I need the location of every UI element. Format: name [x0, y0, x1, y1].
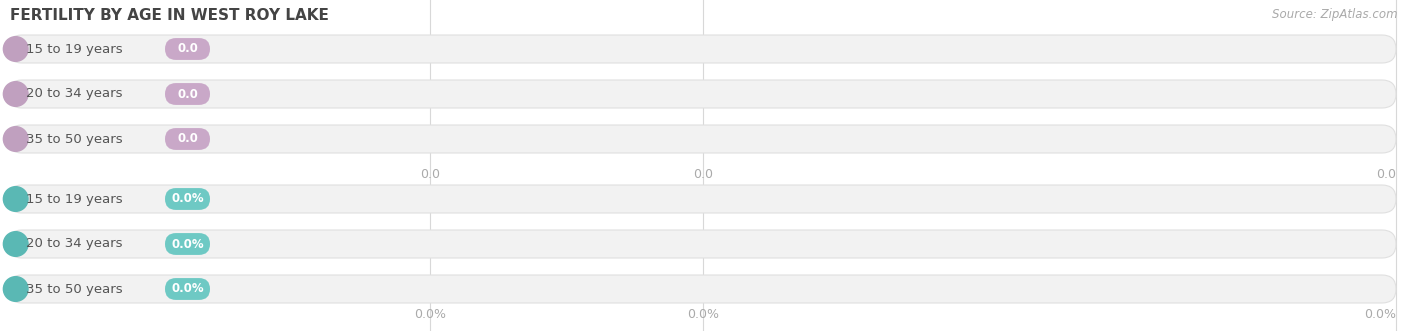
FancyBboxPatch shape: [165, 38, 209, 60]
Text: 15 to 19 years: 15 to 19 years: [27, 42, 122, 56]
Text: 0.0%: 0.0%: [172, 238, 204, 251]
Text: 0.0%: 0.0%: [688, 308, 718, 321]
Text: 0.0%: 0.0%: [172, 282, 204, 296]
Text: 35 to 50 years: 35 to 50 years: [27, 282, 122, 296]
FancyBboxPatch shape: [165, 128, 209, 150]
FancyBboxPatch shape: [8, 275, 1396, 303]
Text: Source: ZipAtlas.com: Source: ZipAtlas.com: [1272, 8, 1398, 21]
Text: 0.0%: 0.0%: [413, 308, 446, 321]
FancyBboxPatch shape: [8, 125, 1396, 153]
Text: 0.0: 0.0: [177, 87, 198, 101]
Text: 0.0: 0.0: [420, 168, 440, 181]
Text: FERTILITY BY AGE IN WEST ROY LAKE: FERTILITY BY AGE IN WEST ROY LAKE: [10, 8, 329, 23]
Circle shape: [3, 127, 28, 151]
FancyBboxPatch shape: [165, 278, 209, 300]
Circle shape: [3, 82, 28, 106]
FancyBboxPatch shape: [165, 233, 209, 255]
FancyBboxPatch shape: [165, 83, 209, 105]
FancyBboxPatch shape: [165, 188, 209, 210]
FancyBboxPatch shape: [8, 80, 1396, 108]
Circle shape: [3, 277, 28, 301]
Text: 35 to 50 years: 35 to 50 years: [27, 132, 122, 146]
Circle shape: [3, 187, 28, 211]
FancyBboxPatch shape: [8, 185, 1396, 213]
Text: 20 to 34 years: 20 to 34 years: [27, 87, 122, 101]
Text: 0.0%: 0.0%: [172, 193, 204, 206]
Text: 15 to 19 years: 15 to 19 years: [27, 193, 122, 206]
FancyBboxPatch shape: [8, 230, 1396, 258]
Text: 0.0%: 0.0%: [1364, 308, 1396, 321]
Circle shape: [3, 232, 28, 256]
Text: 0.0: 0.0: [693, 168, 713, 181]
Text: 0.0: 0.0: [1376, 168, 1396, 181]
Circle shape: [3, 37, 28, 61]
FancyBboxPatch shape: [8, 35, 1396, 63]
Text: 20 to 34 years: 20 to 34 years: [27, 238, 122, 251]
Text: 0.0: 0.0: [177, 42, 198, 56]
Text: 0.0: 0.0: [177, 132, 198, 146]
